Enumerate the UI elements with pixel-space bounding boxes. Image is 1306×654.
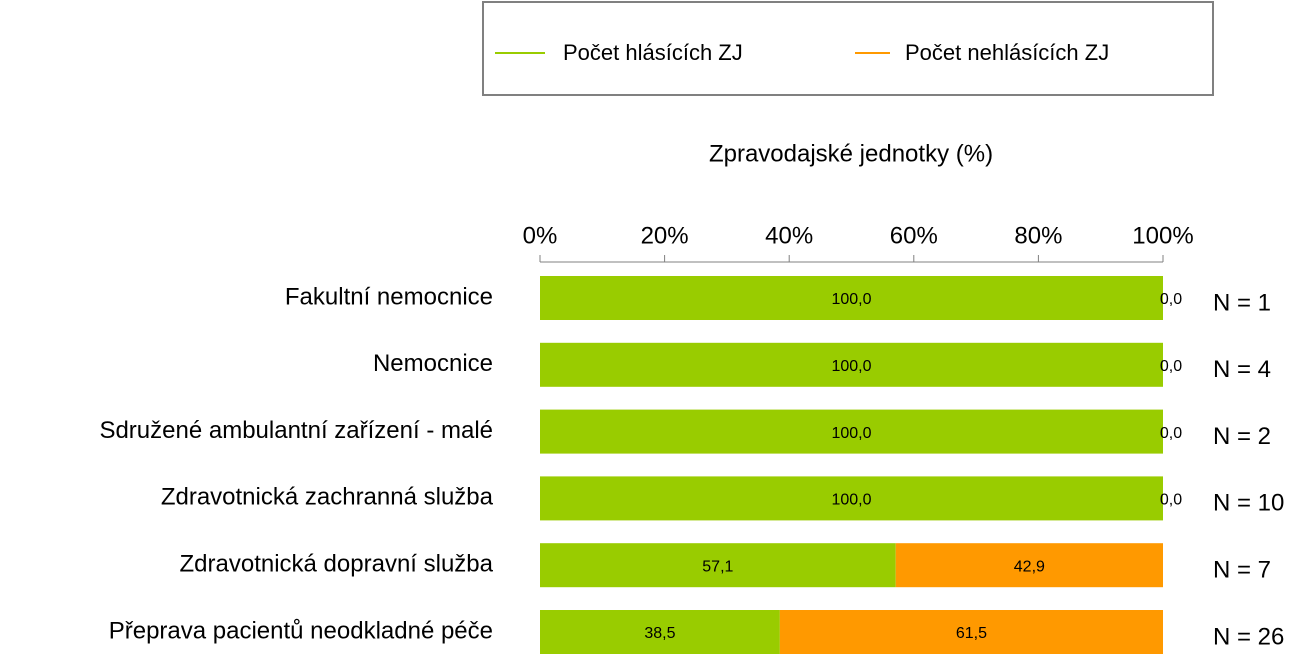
category-label: Přeprava pacientů neodkladné péče [109, 617, 493, 644]
bar-segment [779, 610, 1163, 654]
legend-label: Počet hlásících ZJ [563, 40, 743, 65]
x-tick-label: 40% [765, 222, 813, 249]
value-label: 0,0 [1160, 492, 1182, 509]
category-label: Sdružené ambulantní zařízení - malé [99, 417, 493, 444]
bar-segment [540, 409, 1163, 454]
bar-segment [540, 476, 1163, 521]
category-label: Nemocnice [373, 350, 493, 377]
bar-segment [540, 543, 896, 588]
x-tick-label: 100% [1132, 222, 1193, 249]
x-tick-label: 20% [641, 222, 689, 249]
bar-segment [540, 342, 1163, 387]
value-label: 100,0 [831, 291, 871, 308]
x-tick-label: 80% [1014, 222, 1062, 249]
n-label: N = 10 [1213, 490, 1284, 517]
value-label: 100,0 [831, 358, 871, 375]
value-label: 0,0 [1160, 358, 1182, 375]
value-label: 100,0 [831, 492, 871, 509]
value-label: 42,9 [1014, 558, 1045, 575]
n-label: N = 26 [1213, 623, 1284, 650]
value-label: 61,5 [956, 625, 987, 642]
legend-box [482, 1, 1214, 96]
bar-segment [895, 543, 1163, 588]
n-label: N = 7 [1213, 557, 1271, 584]
bar-segment [540, 276, 1163, 320]
n-label: N = 4 [1213, 356, 1271, 383]
axis-title: Zpravodajské jednotky (%) [709, 140, 993, 167]
value-label: 100,0 [831, 425, 871, 442]
value-label: 38,5 [644, 625, 675, 642]
legend-label: Počet nehlásících ZJ [905, 40, 1109, 65]
n-label: N = 2 [1213, 423, 1271, 450]
bar-segment [540, 610, 780, 654]
value-label: 0,0 [1160, 425, 1182, 442]
x-tick-label: 60% [890, 222, 938, 249]
category-label: Fakultní nemocnice [285, 283, 493, 310]
value-label: 0,0 [1160, 291, 1182, 308]
value-label: 57,1 [702, 558, 733, 575]
x-tick-label: 0% [523, 222, 558, 249]
n-label: N = 1 [1213, 289, 1271, 316]
category-label: Zdravotnická zachranná služba [161, 484, 494, 511]
category-label: Zdravotnická dopravní služba [180, 551, 494, 578]
